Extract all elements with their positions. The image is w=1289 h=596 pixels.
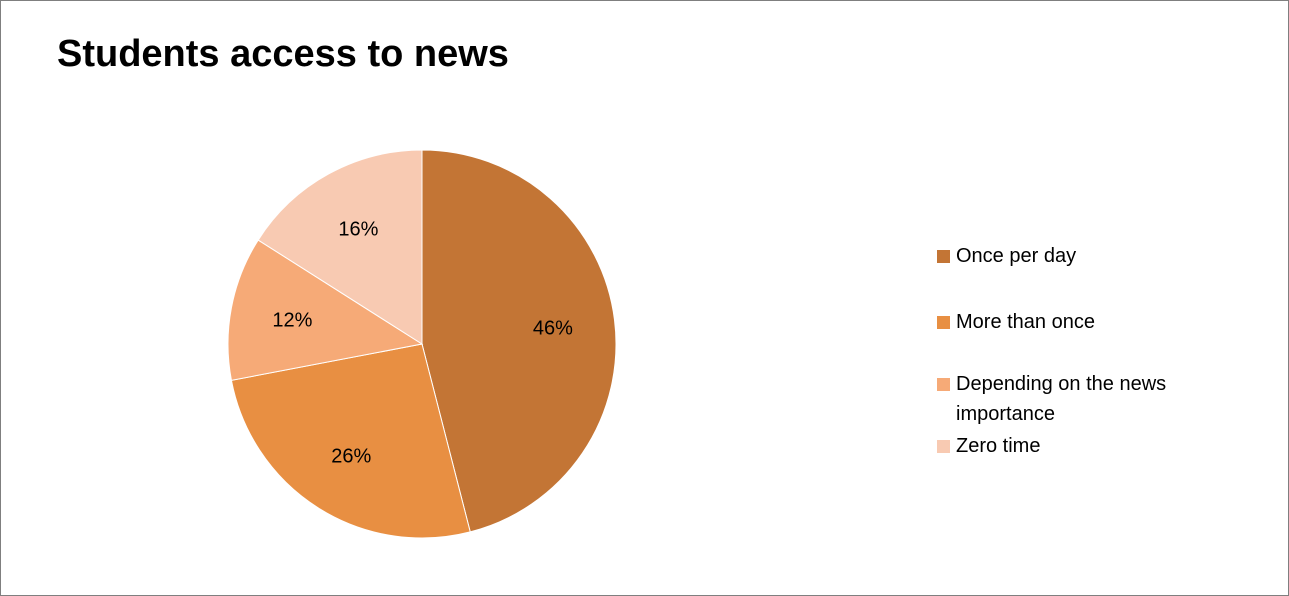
legend-swatch <box>937 440 950 453</box>
pie-slice-depending-on-importance <box>227 239 424 381</box>
legend-item-depending-on-importance: Depending on the news importance <box>937 369 1236 429</box>
data-label-once-per-day: 46% <box>533 317 573 339</box>
data-label-more-than-once: 26% <box>331 445 371 467</box>
legend-label: More than once <box>956 311 1095 333</box>
legend-item-more-than-once: More than once <box>937 307 1236 337</box>
data-label-zero-time: 16% <box>338 218 378 240</box>
data-label-depending-on-importance: 12% <box>272 309 312 331</box>
legend-label: Once per day <box>956 245 1077 267</box>
legend-swatch <box>937 378 950 391</box>
legend-label: Depending on the news importance <box>956 373 1167 425</box>
legend-label: Zero time <box>956 435 1041 457</box>
legend-item-zero-time: Zero time <box>937 431 1236 461</box>
chart-title: Students access to news <box>57 33 509 75</box>
legend-swatch <box>937 316 950 329</box>
legend-item-once-per-day: Once per day <box>937 241 1236 271</box>
pie-slice-more-than-once <box>230 343 471 539</box>
pie-slice-once-per-day <box>421 149 617 533</box>
pie-slice-zero-time <box>257 149 423 345</box>
legend-swatch <box>937 250 950 263</box>
